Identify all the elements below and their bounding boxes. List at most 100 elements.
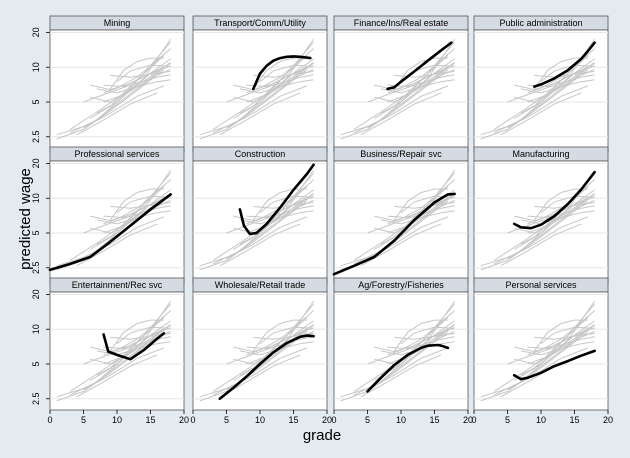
x-tick-label: 0 bbox=[47, 415, 52, 425]
x-tick-label: 20 bbox=[463, 415, 473, 425]
panel-title: Personal services bbox=[505, 280, 577, 290]
y-tick-label: 20 bbox=[31, 27, 41, 37]
background-series-line bbox=[493, 58, 595, 134]
background-series-line bbox=[69, 61, 171, 130]
background-series-line bbox=[514, 199, 595, 234]
background-series-line bbox=[513, 55, 589, 119]
panel-title: Professional services bbox=[74, 149, 160, 159]
background-series-line bbox=[96, 210, 171, 225]
y-tick-label: 10 bbox=[31, 62, 41, 72]
panel-title: Manufacturing bbox=[512, 149, 569, 159]
background-series-line bbox=[90, 62, 171, 91]
y-tick-label: 5 bbox=[31, 99, 41, 104]
background-series-line bbox=[374, 199, 455, 234]
background-series-line bbox=[520, 210, 595, 225]
background-series-line bbox=[90, 324, 171, 353]
background-series-line bbox=[373, 186, 449, 250]
background-series-line bbox=[480, 331, 589, 402]
panel: Professional services 2.5 5 10 20 bbox=[31, 146, 185, 283]
series-line bbox=[102, 332, 166, 361]
x-tick-label: 20 bbox=[603, 415, 613, 425]
x-tick-label: 15 bbox=[429, 415, 439, 425]
y-tick-label: 5 bbox=[31, 361, 41, 366]
background-series-line bbox=[253, 201, 314, 209]
background-series-line bbox=[514, 62, 595, 91]
background-series-line bbox=[110, 70, 171, 78]
background-series-line bbox=[89, 317, 165, 381]
x-tick-label: 10 bbox=[396, 415, 406, 425]
panel-title: Finance/Ins/Real estate bbox=[354, 18, 449, 28]
background-series-line bbox=[353, 58, 455, 134]
background-series-line bbox=[103, 300, 172, 365]
background-series-line bbox=[514, 324, 595, 353]
background-series-line bbox=[520, 79, 595, 94]
series-line bbox=[533, 41, 596, 88]
background-series-line bbox=[527, 179, 595, 225]
panel: Entertainment/Rec svc 2.5 5 10 20 0 5 10 15 20 bbox=[31, 277, 189, 425]
background-series-line bbox=[394, 201, 455, 209]
background-series-line bbox=[232, 55, 308, 119]
background-series-line bbox=[507, 85, 589, 129]
background-series-line bbox=[527, 300, 596, 365]
background-series-line bbox=[360, 92, 442, 136]
x-tick-label: 5 bbox=[224, 415, 229, 425]
panel: Business/Repair svc bbox=[332, 146, 469, 283]
background-series-line bbox=[212, 323, 314, 392]
background-series-line bbox=[253, 332, 314, 340]
panel-title: Mining bbox=[104, 18, 131, 28]
background-series-line bbox=[367, 347, 449, 391]
background-series-line bbox=[520, 341, 595, 356]
x-tick-label: 5 bbox=[81, 415, 86, 425]
background-series-line bbox=[103, 38, 172, 103]
x-tick-label: 10 bbox=[112, 415, 122, 425]
background-series-line bbox=[374, 324, 455, 353]
background-series-line bbox=[90, 193, 171, 222]
series-line bbox=[218, 334, 315, 401]
background-series-line bbox=[103, 179, 171, 225]
background-series-line bbox=[226, 74, 314, 103]
background-series-line bbox=[527, 310, 595, 356]
background-series-line bbox=[103, 169, 172, 234]
background-series-line bbox=[246, 169, 315, 234]
background-series-line bbox=[69, 189, 171, 265]
background-series-line bbox=[89, 186, 165, 250]
panels: Mining 2.5 5 10 20 Transport/Comm/Utility Fina… bbox=[31, 15, 613, 425]
background-series-line bbox=[340, 69, 449, 140]
background-series-line bbox=[239, 79, 314, 94]
background-series-line bbox=[103, 48, 171, 94]
series-line bbox=[366, 343, 450, 393]
background-series-line bbox=[212, 189, 314, 265]
background-series-line bbox=[212, 61, 314, 130]
background-series-line bbox=[246, 310, 314, 356]
background-series-line bbox=[374, 330, 455, 365]
background-series-line bbox=[199, 69, 308, 140]
background-series-line bbox=[83, 74, 171, 103]
background-series-line bbox=[507, 216, 589, 260]
y-tick-label: 5 bbox=[31, 230, 41, 235]
background-series-line bbox=[493, 192, 595, 261]
background-series-line bbox=[534, 332, 595, 340]
background-series-line bbox=[83, 347, 165, 391]
background-series-line bbox=[76, 92, 158, 136]
background-series-line bbox=[96, 79, 171, 94]
background-series-line bbox=[373, 55, 449, 119]
background-series-line bbox=[493, 61, 595, 130]
x-tick-label: 5 bbox=[365, 415, 370, 425]
background-series-line bbox=[56, 69, 165, 140]
background-series-line bbox=[199, 200, 308, 271]
panel: Personal services 0 5 10 15 20 bbox=[471, 277, 613, 425]
y-axis-title: predicted wage bbox=[17, 168, 34, 270]
panel: Finance/Ins/Real estate bbox=[333, 15, 469, 152]
background-series-line bbox=[90, 199, 171, 234]
background-series-line bbox=[514, 330, 595, 365]
background-series-line bbox=[89, 55, 165, 119]
background-series-line bbox=[380, 79, 455, 94]
background-series-line bbox=[239, 210, 314, 225]
background-series-line bbox=[56, 331, 165, 402]
background-series-line bbox=[83, 336, 171, 365]
y-tick-label: 2.5 bbox=[31, 393, 41, 406]
x-tick-label: 20 bbox=[179, 415, 189, 425]
background-series-line bbox=[507, 347, 589, 391]
panel: Mining 2.5 5 10 20 bbox=[31, 15, 185, 152]
x-tick-label: 15 bbox=[145, 415, 155, 425]
